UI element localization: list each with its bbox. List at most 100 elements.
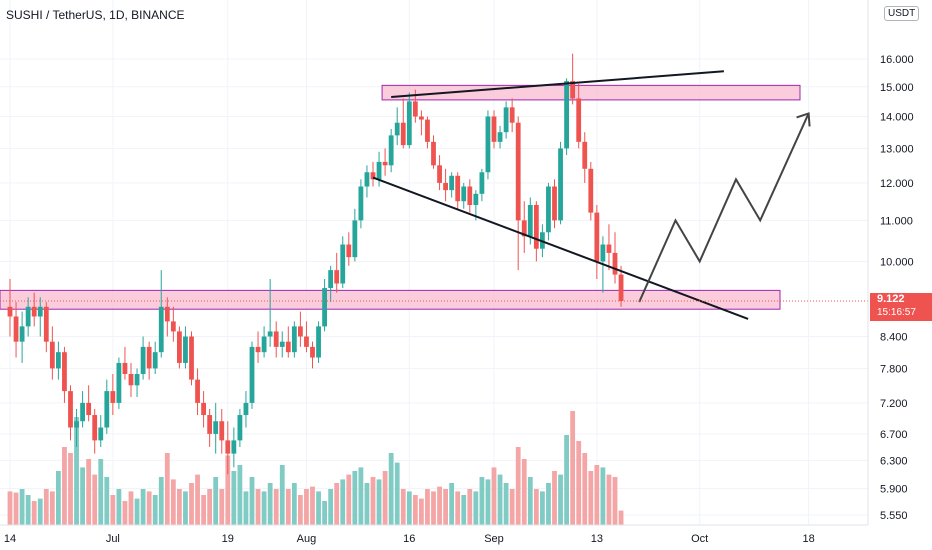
candle-body	[382, 161, 388, 166]
y-tick-label: 10.000	[880, 256, 914, 268]
volume-bar	[122, 501, 128, 525]
volume-bar	[146, 491, 152, 525]
last-price-value: 9.122	[877, 292, 905, 305]
volume-bar	[388, 453, 394, 525]
volume-bar	[328, 489, 334, 525]
volume-bar	[128, 491, 134, 525]
candle-body	[443, 182, 448, 191]
volume-bar	[540, 491, 545, 525]
candle-body	[110, 391, 116, 403]
candle-body	[104, 391, 110, 428]
candle-body	[225, 440, 231, 454]
candle-body	[364, 172, 370, 187]
candle-body	[92, 415, 98, 441]
candle-body	[552, 186, 557, 221]
volume-bar	[207, 489, 213, 525]
candle-body	[479, 172, 485, 194]
volume-bar	[570, 411, 576, 525]
volume-bar	[600, 467, 606, 525]
candle-body	[558, 148, 563, 221]
volume-bar	[170, 479, 176, 525]
candle-body	[467, 186, 473, 205]
time-axis[interactable]: 14 Jul 19 Aug 16 Sep 13 Oct 18	[0, 524, 868, 545]
volume-bar	[310, 486, 315, 525]
y-tick-label: 13.000	[880, 143, 914, 155]
x-tick-label: 14	[4, 533, 16, 545]
candle-body	[515, 122, 521, 221]
volume-bar	[425, 489, 430, 525]
volume-bar	[588, 471, 594, 525]
volume-bar	[419, 498, 424, 525]
candle-body	[261, 336, 267, 353]
x-tick-label: 19	[222, 533, 234, 545]
candle-body	[122, 362, 128, 374]
zones	[0, 84, 801, 310]
candle-body	[49, 341, 55, 369]
volume-bar	[267, 483, 273, 525]
candle-body	[279, 341, 285, 347]
candle-body	[406, 101, 412, 146]
candle-body	[291, 326, 297, 353]
candle-body	[74, 421, 79, 428]
candle-body	[412, 101, 418, 117]
candle-body	[231, 440, 237, 454]
volume-bar	[116, 489, 122, 525]
volume-bar	[449, 483, 455, 525]
volume-bar	[219, 489, 225, 525]
currency-button[interactable]: USDT	[884, 6, 920, 21]
volume-bar	[485, 479, 491, 525]
volume-bar	[491, 467, 497, 525]
bar-countdown: 15:16:57	[877, 306, 916, 318]
candle-body	[7, 306, 13, 317]
candle-body	[56, 352, 61, 369]
volume-bar	[558, 474, 563, 525]
volume-bar	[304, 489, 309, 525]
candle-body	[304, 336, 309, 347]
volume-bar	[74, 417, 79, 525]
y-tick-label: 5.550	[880, 510, 908, 522]
volume-bar	[80, 467, 85, 525]
x-tick-label: Aug	[297, 533, 317, 545]
volume-bar	[298, 495, 303, 525]
volume-bar	[552, 471, 557, 525]
candle-body	[255, 346, 261, 353]
candle-body	[25, 306, 31, 327]
support-zone	[0, 289, 781, 310]
candle-body	[164, 306, 170, 322]
y-tick-label: 11.000	[880, 215, 913, 227]
candle-body	[509, 107, 515, 123]
candle-body	[533, 204, 539, 249]
volume-bar	[7, 491, 13, 525]
grid-lines	[0, 0, 868, 525]
volume-bar	[68, 453, 73, 525]
candle-body	[201, 402, 206, 416]
volume-bar	[412, 495, 418, 525]
volume-bar	[503, 483, 509, 525]
volume-bar	[334, 483, 340, 525]
candle-body	[491, 116, 497, 142]
volume-bar	[473, 491, 479, 525]
price-axis[interactable]: 16.000 15.000 14.000 13.000 12.000 11.000 10.0…	[867, 0, 932, 550]
candle-body	[352, 220, 358, 258]
candle-body	[588, 168, 594, 213]
volume-bar	[546, 483, 551, 525]
volume-bar	[515, 447, 521, 525]
volume-bar	[183, 491, 188, 525]
y-tick-label: 6.700	[880, 429, 908, 441]
volume-bar	[582, 453, 588, 525]
volume-bar	[527, 477, 533, 525]
volume-bar	[201, 495, 206, 525]
volume-bar	[86, 459, 92, 525]
y-tick-label: 6.300	[880, 455, 908, 467]
candle-body	[449, 175, 455, 191]
y-tick-label: 7.200	[880, 398, 908, 410]
candle-body	[13, 316, 19, 342]
candle-body	[497, 132, 503, 142]
volume-bar	[140, 489, 146, 525]
volume-bar	[618, 510, 624, 525]
candle-body	[249, 346, 255, 403]
candle-body	[570, 81, 576, 99]
candle-body	[243, 402, 249, 416]
candle-body	[400, 122, 406, 146]
